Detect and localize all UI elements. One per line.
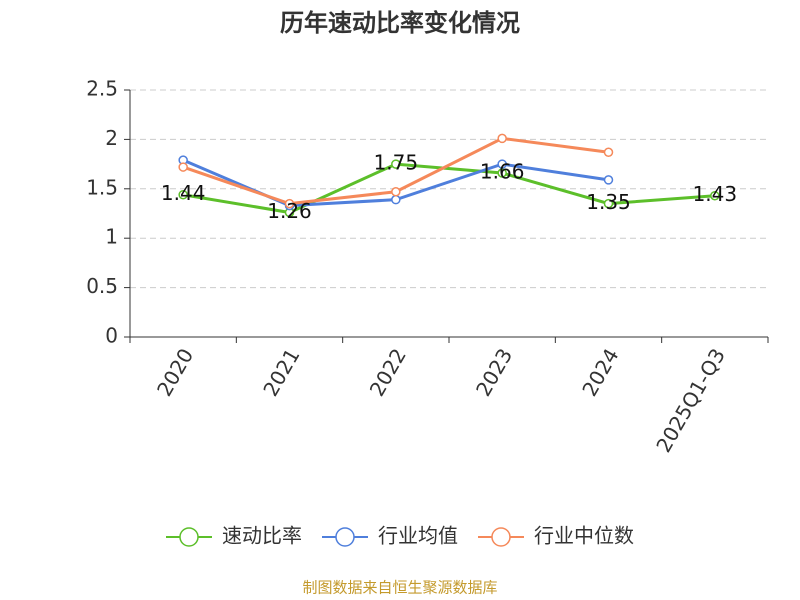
legend-marker [491,527,511,547]
data-point [284,198,295,209]
data-label: 1.44 [161,181,206,205]
data-point [391,194,401,205]
data-label: 1.35 [586,190,631,214]
data-label: 1.75 [374,151,419,175]
y-tick-label: 1 [105,225,118,249]
legend-marker [335,527,355,547]
data-label: 1.26 [267,199,312,223]
x-tick-label: 2020 [152,344,198,400]
data-point [178,189,188,200]
legend-item: 行业均值 [322,524,458,548]
x-tick-label: 2025Q1-Q3 [651,344,730,456]
x-tick-label: 2021 [258,344,304,400]
data-point [710,190,720,201]
y-tick-label: 0 [105,324,118,348]
data-point [497,159,507,169]
data-point [391,159,401,169]
legend-marker [179,527,199,547]
y-tick-label: 0.5 [86,274,118,298]
data-label: 1.66 [480,159,525,183]
data-point [603,147,614,157]
source-note: 制图数据来自恒生聚源数据库 [302,579,497,597]
data-point [497,133,507,144]
data-point [603,198,614,209]
data-point [497,168,507,178]
legend: 速动比率 行业均值 行业中位数 [166,524,634,548]
data-label: 1.43 [693,182,738,206]
data-point [603,175,614,185]
legend-label: 行业中位数 [534,524,634,548]
y-tick-label: 1.5 [86,175,118,199]
y-tick-label: 2 [105,126,118,150]
x-tick-label: 2022 [365,344,411,400]
legend-item: 行业中位数 [478,524,634,548]
chart-title: 历年速动比率变化情况 [280,9,520,37]
x-tick-label: 2023 [471,344,517,400]
x-tick-label: 2024 [577,344,623,400]
data-point [391,187,401,197]
legend-item: 速动比率 [166,524,302,548]
series-line [182,162,715,215]
legend-label: 速动比率 [222,524,302,548]
data-point [178,162,188,172]
legend-label: 行业均值 [378,524,458,548]
y-tick-label: 2.5 [86,77,118,101]
